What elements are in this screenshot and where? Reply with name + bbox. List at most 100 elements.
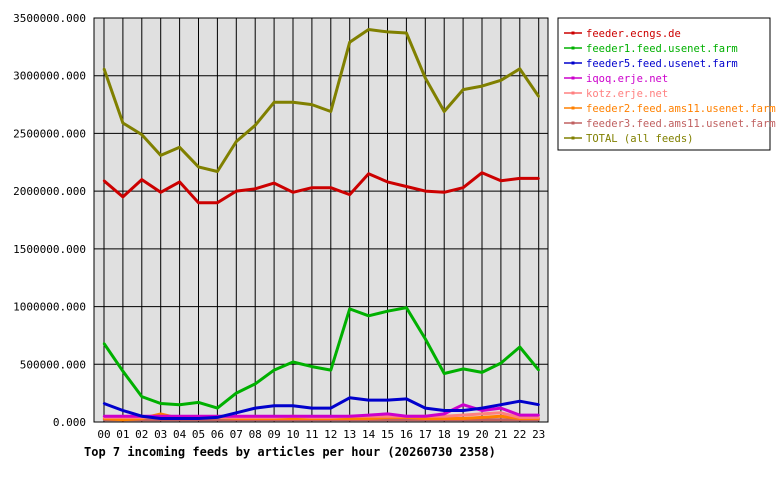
data-point xyxy=(291,360,295,364)
data-point xyxy=(443,191,446,194)
data-point xyxy=(499,79,503,82)
data-point xyxy=(121,418,125,421)
data-point xyxy=(405,397,408,401)
data-point xyxy=(499,411,503,414)
data-point xyxy=(178,403,181,406)
x-tick-label: 21 xyxy=(494,428,507,441)
x-tick-label: 19 xyxy=(456,428,469,441)
data-point xyxy=(235,415,238,418)
y-tick-label: 1500000.000 xyxy=(13,243,86,256)
x-tick-label: 09 xyxy=(267,428,280,441)
x-tick-label: 23 xyxy=(532,428,545,441)
legend-item: kotz.erje.net xyxy=(564,88,668,100)
plot-background xyxy=(94,18,548,422)
x-tick-label: 04 xyxy=(173,428,187,441)
y-tick-label: 500000.000 xyxy=(20,358,86,371)
legend-item: feeder.ecngs.de xyxy=(564,28,681,40)
data-point xyxy=(235,140,238,143)
data-point xyxy=(386,309,389,313)
data-point xyxy=(197,401,200,404)
data-point xyxy=(159,191,162,194)
data-point xyxy=(461,186,465,189)
data-point xyxy=(424,417,427,420)
series-3 xyxy=(102,403,540,418)
data-point xyxy=(367,28,370,31)
data-point xyxy=(386,180,389,184)
data-point xyxy=(518,400,521,403)
data-point xyxy=(518,413,521,417)
data-point xyxy=(480,406,484,410)
x-tick-label: 00 xyxy=(97,428,110,441)
data-point xyxy=(386,30,389,34)
y-tick-label: 2000000.000 xyxy=(13,185,86,198)
data-point xyxy=(499,361,503,365)
legend-item: feeder1.feed.usenet.farm xyxy=(564,43,738,55)
x-tick-label: 15 xyxy=(381,428,394,441)
data-point xyxy=(254,406,257,410)
data-point xyxy=(159,402,162,405)
data-point xyxy=(310,415,314,418)
x-tick-label: 22 xyxy=(513,428,526,441)
data-point xyxy=(518,345,521,349)
data-point xyxy=(443,415,446,418)
data-point xyxy=(424,406,427,410)
data-point xyxy=(254,187,257,191)
x-axis-ticks: 00 01 02 03 04 05 06 07 08 09 10 11 12 13 14 15 16 17 18 19… xyxy=(97,428,545,441)
data-point xyxy=(405,185,408,188)
data-point xyxy=(178,415,181,418)
data-point xyxy=(537,368,540,372)
y-axis-ticks: 0.000 500000.000 1000000.000 1500000.000 200… xyxy=(13,12,86,429)
data-point xyxy=(102,179,106,182)
data-point xyxy=(518,67,521,70)
data-point xyxy=(480,416,484,419)
data-point xyxy=(291,415,295,418)
data-point xyxy=(499,406,503,410)
data-point xyxy=(310,365,314,368)
data-point xyxy=(178,417,181,420)
data-point xyxy=(272,404,276,408)
data-point xyxy=(310,406,314,410)
x-tick-label: 16 xyxy=(400,428,413,441)
legend-item: feeder5.feed.usenet.farm xyxy=(564,58,738,70)
data-point xyxy=(367,398,370,402)
data-point xyxy=(461,88,465,91)
y-tick-label: 3500000.000 xyxy=(13,12,86,25)
data-point xyxy=(329,186,332,189)
y-tick-label: 2500000.000 xyxy=(13,127,86,140)
legend-label: feeder3.feed.ams11.usenet.farm xyxy=(586,118,776,130)
data-point xyxy=(272,181,276,185)
data-point xyxy=(216,418,219,421)
data-point xyxy=(537,416,540,419)
legend-marker xyxy=(571,106,575,110)
data-point xyxy=(386,418,389,421)
data-point xyxy=(499,418,503,421)
data-point xyxy=(348,193,351,196)
series-line xyxy=(103,396,539,420)
data-point xyxy=(367,413,370,417)
data-point xyxy=(518,177,521,180)
data-point xyxy=(272,101,276,104)
data-point xyxy=(197,417,200,420)
data-point xyxy=(386,412,389,416)
data-point xyxy=(480,84,484,88)
x-tick-label: 03 xyxy=(154,428,167,441)
series-line xyxy=(104,403,539,418)
data-point xyxy=(140,133,143,136)
series-line xyxy=(103,171,539,205)
x-tick-label: 02 xyxy=(135,428,148,441)
legend-box xyxy=(557,17,771,151)
data-point xyxy=(272,415,276,418)
chart-title: Top 7 incoming feeds by articles per hou… xyxy=(84,445,496,459)
data-point xyxy=(480,171,484,174)
x-tick-label: 06 xyxy=(211,428,224,441)
data-point xyxy=(461,413,465,417)
data-point xyxy=(291,101,295,104)
x-tick-label: 07 xyxy=(230,428,243,441)
legend-marker xyxy=(571,121,575,125)
series-2 xyxy=(102,396,540,420)
data-point xyxy=(310,186,314,189)
data-point xyxy=(348,41,351,44)
series-7 xyxy=(102,28,540,173)
data-point xyxy=(329,110,332,113)
legend-label: kotz.erje.net xyxy=(586,88,668,100)
